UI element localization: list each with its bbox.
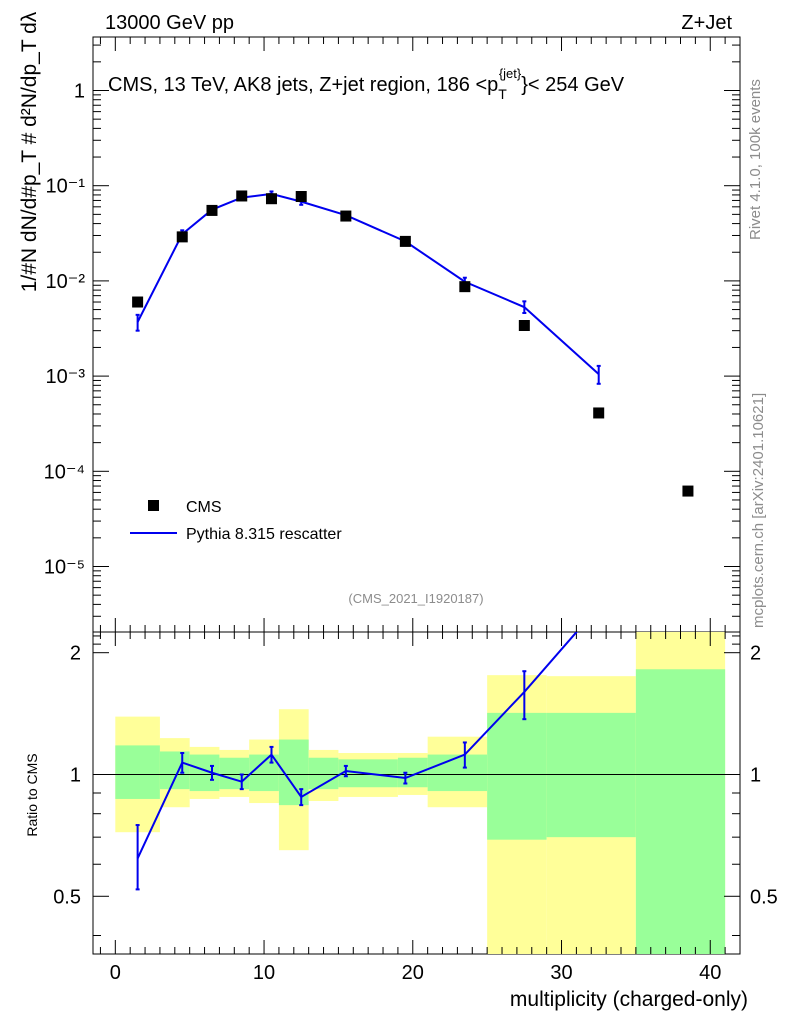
cms-data-point <box>295 191 307 203</box>
ratio-series <box>135 632 578 891</box>
cms-data-point <box>682 485 694 497</box>
cms-data-point <box>132 296 144 308</box>
cms-data-point <box>459 281 471 293</box>
main-y-tick-label: 10⁻¹ <box>46 176 86 198</box>
x-tick-label: 40 <box>699 962 721 984</box>
cms-data-point <box>176 231 188 243</box>
main-y-tick-label: 10⁻³ <box>46 366 86 388</box>
main-title-sub: T <box>498 86 507 102</box>
band-inner <box>487 712 547 840</box>
cms-data-point <box>206 204 218 216</box>
legend-cms-marker <box>148 500 159 511</box>
main-title-suffix: }< 254 GeV <box>521 74 625 96</box>
rivet-info: Rivet 4.1.0, 100k events <box>747 79 764 240</box>
cms-data-point <box>518 320 530 332</box>
x-axis-label: multiplicity (charged-only) <box>510 988 748 1011</box>
ratio-y-tick-label: 2 <box>70 643 81 665</box>
main-y-tick-label: 1 <box>74 81 85 103</box>
main-title-prefix: CMS, 13 TeV, AK8 jets, Z+jet region, 186… <box>108 74 498 96</box>
main-ylabel: 1/#N dN/d#p_T # d²N/dp_T dλ <box>18 11 41 292</box>
analysis-id: (CMS_2021_I1920187) <box>348 591 483 606</box>
x-tick-label: 30 <box>550 962 572 984</box>
ratio-y-tick-label-right: 1 <box>750 764 761 786</box>
band-inner <box>546 712 636 838</box>
process-label: Z+Jet <box>681 12 732 34</box>
axis-ticks: 10⁻⁵10⁻⁴10⁻³10⁻²10⁻¹10.5 0.51 12 20 10 20 30 40 <box>44 37 778 984</box>
legend-cms-label: CMS <box>186 499 222 516</box>
main-ylabel-text: 1/#N dN/d#p_T # d²N/dp_T dλ <box>18 11 41 292</box>
rivet-info-text: Rivet 4.1.0, 100k events <box>747 79 764 240</box>
band-inner <box>397 757 428 788</box>
main-y-tick-label: 10⁻⁵ <box>44 557 85 579</box>
mc-line <box>136 192 600 375</box>
main-title: CMS, 13 TeV, AK8 jets, Z+jet region, 186… <box>108 66 625 102</box>
band-inner <box>427 754 488 792</box>
band-inner <box>219 757 250 790</box>
legend-mc-label: Pythia 8.315 rescatter <box>186 526 342 543</box>
mcplots-info-text: mcplots.cern.ch [arXiv:2401.10621] <box>750 393 767 628</box>
main-y-tick-label: 10⁻⁴ <box>44 461 85 483</box>
x-tick-label: 20 <box>402 962 424 984</box>
mc-series <box>135 190 601 385</box>
ratio-y-tick-label: 1 <box>70 764 81 786</box>
ratio-uncertainty-bands <box>115 632 726 954</box>
legend: CMS Pythia 8.315 rescatter <box>130 499 342 543</box>
ratio-y-tick-label: 0.5 <box>53 886 81 908</box>
x-tick-label: 10 <box>253 962 275 984</box>
band-inner <box>635 669 726 954</box>
cms-data-point <box>236 190 248 202</box>
mcplots-info: mcplots.cern.ch [arXiv:2401.10621] <box>750 393 767 628</box>
cms-data-point <box>593 407 605 419</box>
ratio-y-tick-label-right: 2 <box>750 643 761 665</box>
band-inner <box>159 751 190 790</box>
cms-data-point <box>265 193 277 205</box>
ratio-ylabel-text: Ratio to CMS <box>24 753 40 836</box>
main-y-tick-label: 10⁻² <box>46 271 86 293</box>
cms-data-point <box>399 235 411 247</box>
energy-label: 13000 GeV pp <box>105 12 234 34</box>
x-tick-label: 0 <box>110 962 121 984</box>
data-series <box>132 190 694 497</box>
band-inner <box>115 745 160 799</box>
ratio-ylabel: Ratio to CMS <box>24 753 40 836</box>
cms-data-point <box>340 210 352 222</box>
main-title-sup: {jet} <box>499 66 522 81</box>
ratio-y-tick-label-right: 0.5 <box>750 886 778 908</box>
